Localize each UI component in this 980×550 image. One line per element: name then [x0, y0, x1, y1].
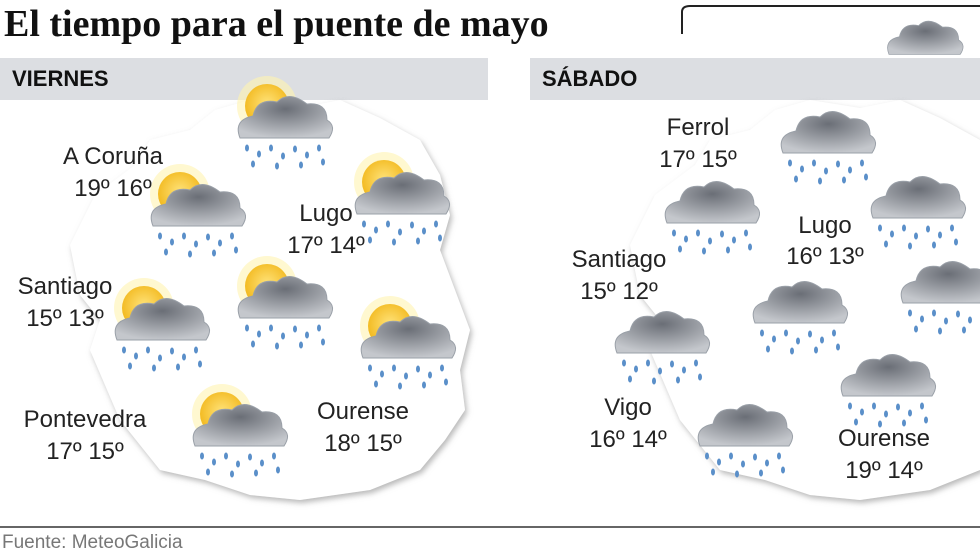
temp-max: 19º	[74, 175, 110, 202]
city-labels: A Coruña 19º 16º Lugo 17º 14º Santiago 1…	[18, 114, 930, 484]
city-name: Santiago	[572, 246, 667, 273]
day-label: VIERNES	[12, 66, 109, 91]
temp-min: 16º	[116, 175, 152, 202]
city-name: Pontevedra	[24, 406, 147, 433]
city-temps: 17º 15º	[46, 438, 124, 465]
temp-max: 15º	[26, 305, 62, 332]
city-temps: 19º 16º	[74, 175, 152, 202]
city-temps: 17º 15º	[659, 146, 737, 173]
temp-max: 16º	[589, 426, 625, 453]
city-temps: 15º 13º	[26, 305, 104, 332]
city-name: A Coruña	[63, 143, 164, 170]
city-name: Ourense	[317, 398, 409, 425]
day-header	[530, 58, 980, 100]
temp-min: 15º	[88, 438, 124, 465]
temp-min: 14º	[631, 426, 667, 453]
city-temps: 16º 13º	[786, 243, 864, 270]
temp-min: 14º	[887, 457, 923, 484]
city-temps: 19º 14º	[845, 457, 923, 484]
temp-max: 18º	[324, 430, 360, 457]
city-name: Ourense	[838, 425, 930, 452]
city-temps: 18º 15º	[324, 430, 402, 457]
city-name: Vigo	[604, 394, 652, 421]
title-bracket	[681, 5, 980, 34]
temp-max: 17º	[46, 438, 82, 465]
temp-min: 15º	[366, 430, 402, 457]
temp-min: 13º	[68, 305, 104, 332]
day-label: SÁBADO	[542, 66, 637, 91]
temp-max: 19º	[845, 457, 881, 484]
city-temps: 17º 14º	[287, 232, 365, 259]
temp-max: 17º	[287, 232, 323, 259]
city-name: Lugo	[299, 200, 352, 227]
temp-min: 14º	[329, 232, 365, 259]
temp-max: 15º	[580, 278, 616, 305]
temp-min: 15º	[701, 146, 737, 173]
city-temps: 15º 12º	[580, 278, 658, 305]
source: Fuente: MeteoGalicia	[2, 532, 183, 550]
title: El tiempo para el puente de mayo	[4, 3, 549, 45]
city-name: Lugo	[798, 212, 851, 239]
temp-min: 12º	[622, 278, 658, 305]
city-name: Ferrol	[667, 114, 730, 141]
city-name: Santiago	[18, 273, 113, 300]
temp-min: 13º	[828, 243, 864, 270]
city-temps: 16º 14º	[589, 426, 667, 453]
temp-max: 16º	[786, 243, 822, 270]
temp-max: 17º	[659, 146, 695, 173]
